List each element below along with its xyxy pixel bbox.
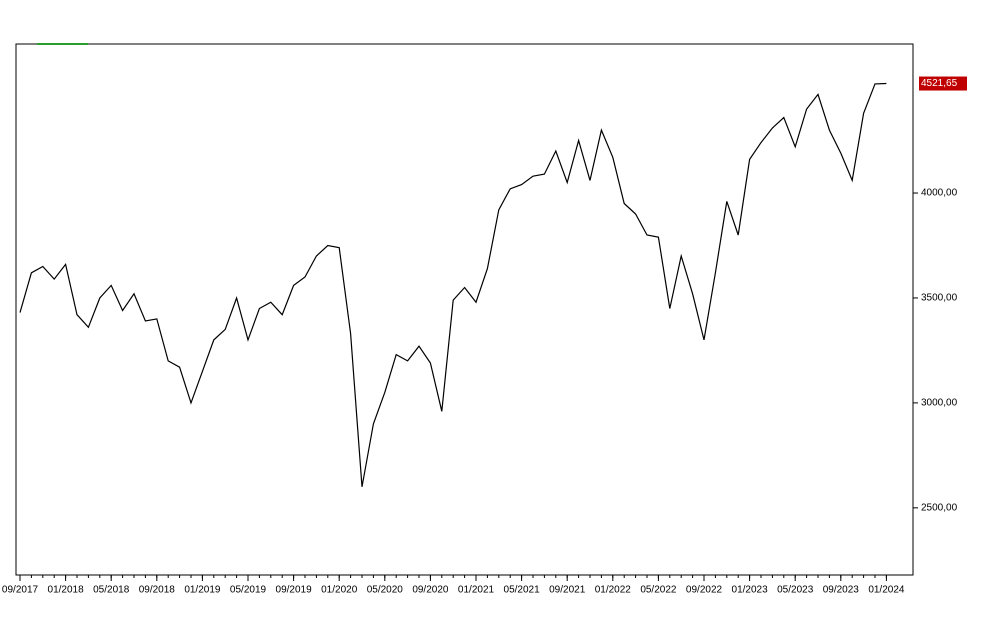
y-tick-label: 4000,00 — [921, 188, 958, 199]
last-price-label: 4521,65 — [921, 78, 958, 89]
plot-frame — [15, 43, 914, 576]
y-tick-label: 3500,00 — [921, 293, 958, 304]
x-tick-label: 09/2020 — [412, 585, 449, 596]
price-line — [19, 82, 887, 487]
x-tick-label: 01/2022 — [595, 585, 632, 596]
x-tick-label: 05/2022 — [640, 585, 677, 596]
y-tick-label: 2500,00 — [921, 502, 958, 513]
x-tick-label: 01/2024 — [868, 585, 905, 596]
x-tick-label: 05/2019 — [230, 585, 267, 596]
x-tick-label: 09/2019 — [276, 585, 313, 596]
x-tick-label: 09/2018 — [139, 585, 176, 596]
x-tick-label: 09/2022 — [686, 585, 723, 596]
x-tick-label: 01/2020 — [321, 585, 358, 596]
x-tick-label: 01/2021 — [458, 585, 495, 596]
x-tick-label: 09/2021 — [549, 585, 586, 596]
x-tick-label: 05/2021 — [504, 585, 541, 596]
x-tick-label: 09/2017 — [2, 585, 39, 596]
x-tick-label: 05/2018 — [93, 585, 130, 596]
x-tick-label: 01/2019 — [184, 585, 221, 596]
x-tick-label: 09/2023 — [823, 585, 860, 596]
x-tick-label: 01/2023 — [732, 585, 769, 596]
x-tick-label: 01/2018 — [48, 585, 85, 596]
y-tick-label: 3000,00 — [921, 398, 958, 409]
x-tick-label: 05/2020 — [367, 585, 404, 596]
last-price-box — [919, 76, 967, 91]
x-tick-label: 05/2023 — [777, 585, 814, 596]
